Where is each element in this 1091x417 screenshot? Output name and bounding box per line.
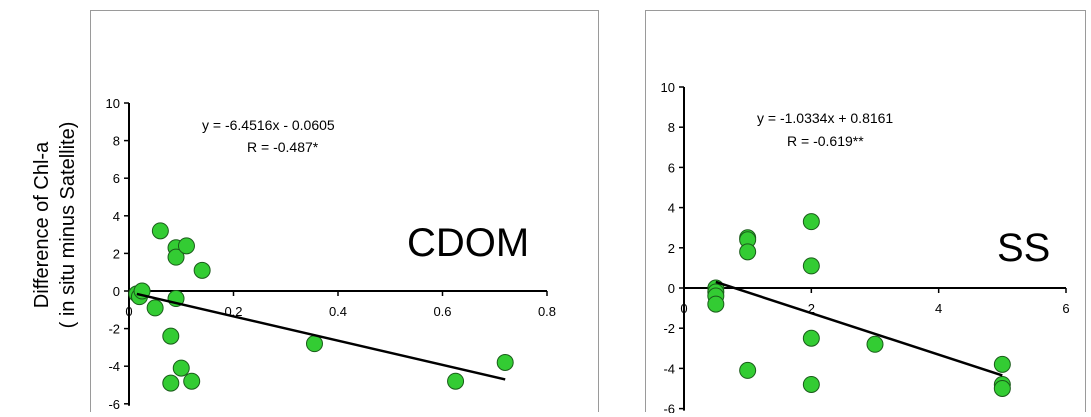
ss-y-tick-label: 4 <box>668 201 675 216</box>
cdom-data-point <box>167 248 185 266</box>
ss-y-tick-label: 6 <box>668 160 675 175</box>
cdom-x-tick-label: 0.6 <box>433 304 451 319</box>
cdom-data-point <box>172 359 190 377</box>
cdom-y-tick-label: 6 <box>113 171 120 186</box>
cdom-y-tick-label: 8 <box>113 134 120 149</box>
ss-y-tick-label: -2 <box>663 321 675 336</box>
ss-x-tick-label: 0 <box>680 301 687 316</box>
ss-r-value: R = -0.619** <box>787 133 864 149</box>
cdom-y-tick-label: 2 <box>113 246 120 261</box>
cdom-data-point <box>183 372 201 390</box>
ss-data-point <box>802 375 820 393</box>
ss-y-tick-label: -6 <box>663 402 675 413</box>
ss-x-tick-label: 2 <box>808 301 815 316</box>
y-axis-label-line2: ( in situ minus Satellite) <box>57 122 79 329</box>
ss-y-tick-label: 10 <box>661 80 675 95</box>
ss-data-point <box>802 257 820 275</box>
cdom-x-tick-label: 0.4 <box>329 304 347 319</box>
ss-data-point <box>993 380 1011 397</box>
cdom-panel-label: CDOM <box>407 221 529 265</box>
ss-x-tick-label: 4 <box>935 301 942 316</box>
ss-data-point <box>802 329 820 347</box>
cdom-data-point <box>447 372 465 390</box>
cdom-data-point <box>151 222 169 240</box>
cdom-data-point <box>193 261 211 279</box>
ss-y-tick-label: -4 <box>663 361 675 376</box>
cdom-y-tick-label: 10 <box>106 96 120 111</box>
ss-data-point <box>739 361 757 379</box>
ss-equation: y = -1.0334x + 0.8161 <box>757 110 893 126</box>
cdom-y-tick-label: -4 <box>108 359 120 374</box>
cdom-x-tick-label: 0 <box>125 304 132 319</box>
ss-scatter-plot: y = -1.0334x + 0.8161 R = -0.619** SS -6… <box>661 80 1070 413</box>
ss-data-point <box>993 355 1011 373</box>
chart-panel-cdom: y = -6.4516x - 0.0605 R = -0.487* CDOM -… <box>90 10 599 412</box>
ss-panel-label: SS <box>997 226 1050 270</box>
cdom-y-tick-label: 0 <box>113 284 120 299</box>
ss-x-tick-label: 6 <box>1062 301 1069 316</box>
ss-y-tick-label: 2 <box>668 241 675 256</box>
y-axis-label: Difference of Chl-a ( in situ minus Sate… <box>0 0 90 412</box>
chart-panel-ss: y = -1.0334x + 0.8161 R = -0.619** SS -6… <box>645 10 1086 413</box>
cdom-trendline <box>136 292 506 381</box>
ss-data-point <box>866 335 884 353</box>
ss-data-point <box>739 243 757 261</box>
cdom-y-tick-label: -2 <box>108 322 120 337</box>
cdom-data-point <box>305 335 323 353</box>
cdom-x-tick-label: 0.8 <box>538 304 556 319</box>
ss-data-point <box>707 295 725 313</box>
cdom-scatter-plot: y = -6.4516x - 0.0605 R = -0.487* CDOM -… <box>106 96 557 412</box>
cdom-equation: y = -6.4516x - 0.0605 <box>202 117 335 133</box>
cdom-y-tick-label: 4 <box>113 209 120 224</box>
ss-y-tick-label: 0 <box>668 281 675 296</box>
cdom-data-point <box>162 374 180 392</box>
cdom-r-value: R = -0.487* <box>247 139 319 155</box>
cdom-data-point <box>177 237 195 255</box>
cdom-data-point <box>162 327 180 345</box>
cdom-y-tick-label: -6 <box>108 397 120 412</box>
cdom-data-point <box>496 353 514 371</box>
y-axis-label-line1: Difference of Chl-a <box>31 141 53 308</box>
cdom-data-point <box>146 299 164 317</box>
ss-trendline <box>715 280 1003 377</box>
ss-y-tick-label: 8 <box>668 120 675 135</box>
ss-data-point <box>802 213 820 231</box>
